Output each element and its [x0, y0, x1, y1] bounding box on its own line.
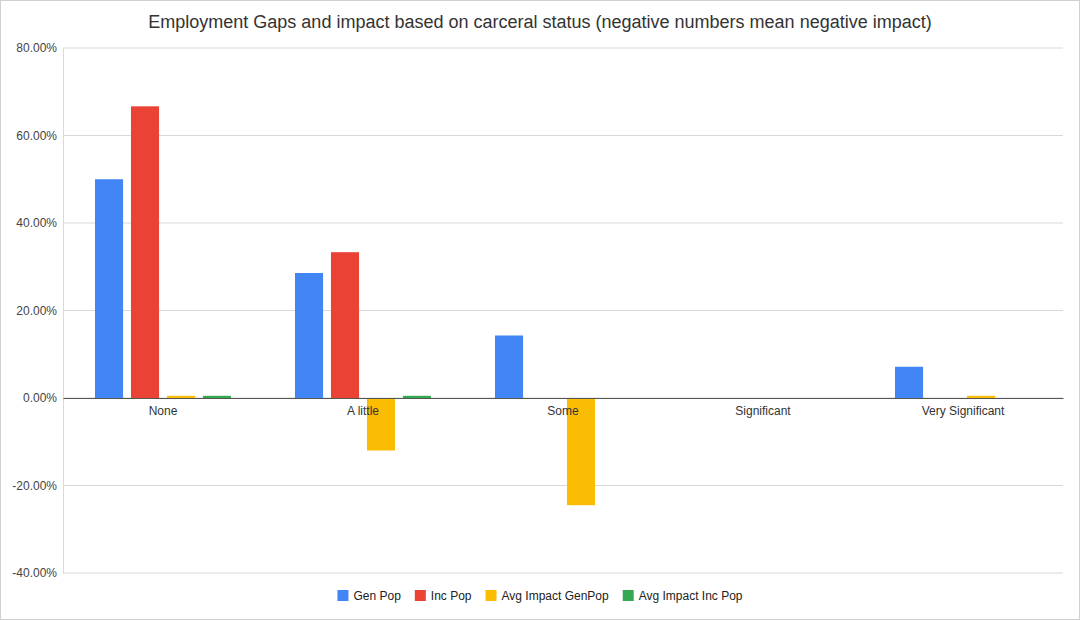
legend-item: Avg Impact GenPop: [486, 589, 610, 603]
bar: [967, 396, 995, 398]
bar: [131, 106, 159, 398]
grid-line: [63, 223, 1063, 224]
grid-line: [63, 48, 1063, 49]
x-tick-label: None: [149, 404, 178, 418]
series: [203, 396, 431, 398]
grid-line: [63, 485, 1063, 486]
series: [167, 396, 995, 505]
series: [95, 179, 923, 398]
legend-swatch: [415, 590, 426, 601]
bar: [167, 396, 195, 398]
bar: [203, 396, 231, 398]
x-axis-line: [64, 398, 1064, 399]
bar: [95, 179, 123, 398]
title: Employment Gaps and impact based on carc…: [148, 12, 931, 32]
background: [1, 1, 1080, 620]
x-tick-label: Very Significant: [922, 404, 1005, 418]
y-tick-label: -40.00%: [12, 566, 57, 580]
y-tick-label: 40.00%: [16, 216, 57, 230]
y-tick-label: 20.00%: [16, 304, 57, 318]
x-tick-label: A little: [347, 404, 379, 418]
y-tick: -20.00%: [12, 479, 57, 493]
y-tick: 20.00%: [16, 304, 57, 318]
grid-line: [63, 135, 1063, 136]
x-tick: Some: [547, 404, 579, 418]
x-tick: None: [149, 404, 178, 418]
y-tick-label: 60.00%: [16, 129, 57, 143]
series: [131, 106, 359, 398]
legend-label: Avg Impact Inc Pop: [639, 589, 743, 603]
bar: [295, 273, 323, 398]
legend: Gen Pop Inc Pop Avg Impact GenPop Avg Impac…: [337, 589, 742, 603]
y-tick: 40.00%: [16, 216, 57, 230]
x-tick-label: Some: [547, 404, 579, 418]
legend-label: Gen Pop: [353, 589, 401, 603]
grid: [63, 48, 1063, 573]
x-tick: Very Significant: [922, 404, 1005, 418]
bar: [403, 396, 431, 398]
y-tick-label: 0.00%: [23, 391, 57, 405]
grid-line: [63, 310, 1063, 311]
legend-label: Inc Pop: [431, 589, 472, 603]
legend-swatch: [486, 590, 497, 601]
x-axis: None A little Some Significant Very Signific…: [64, 399, 1064, 418]
y-tick: 0.00%: [23, 391, 57, 405]
y-tick: 60.00%: [16, 129, 57, 143]
legend-label: Avg Impact GenPop: [502, 589, 610, 603]
y-tick: 80.00%: [16, 41, 57, 55]
legend-item: Inc Pop: [415, 589, 472, 603]
y-tick: -40.00%: [12, 566, 57, 580]
y-tick-label: -20.00%: [12, 479, 57, 493]
legend-item: Gen Pop: [337, 589, 401, 603]
legend-item: Avg Impact Inc Pop: [623, 589, 743, 603]
y-axis-line: [63, 49, 64, 574]
y-axis: -40.00% -20.00% 0.00% 20.00% 40.00% 60.00% 80.…: [12, 41, 63, 580]
bars: [95, 106, 995, 505]
bar: [895, 367, 923, 398]
bar: [495, 335, 523, 398]
grid-line: [63, 573, 1063, 574]
y-tick-label: 80.00%: [16, 41, 57, 55]
x-tick-label: Significant: [735, 404, 791, 418]
chart: -40.00% -20.00% 0.00% 20.00% 40.00% 60.00% 80.…: [0, 0, 1080, 620]
x-tick: Significant: [735, 404, 791, 418]
plot-area: -40.00% -20.00% 0.00% 20.00% 40.00% 60.00% 80.…: [12, 41, 1063, 580]
legend-swatch: [337, 590, 348, 601]
x-tick: A little: [347, 404, 379, 418]
bar: [331, 252, 359, 398]
legend-swatch: [623, 590, 634, 601]
